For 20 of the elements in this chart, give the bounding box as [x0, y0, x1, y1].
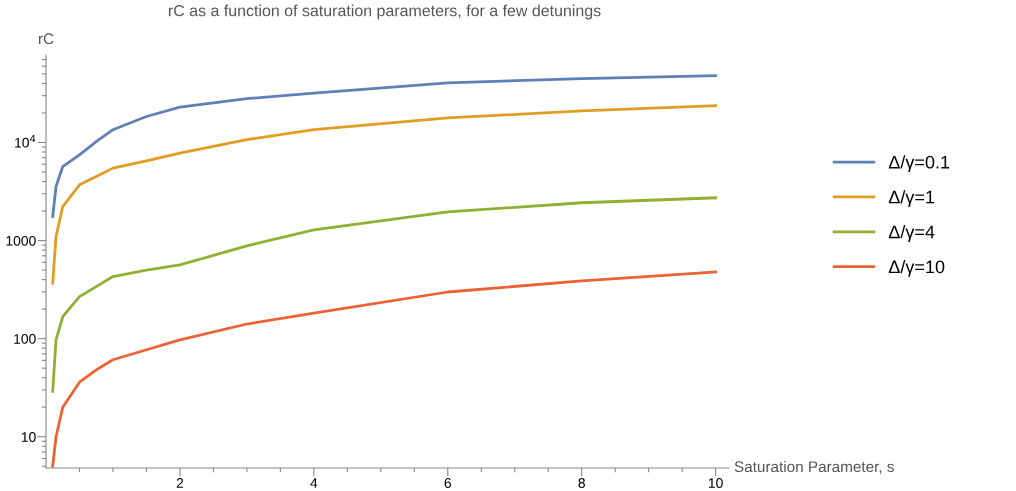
y-axis-title: rC [38, 33, 54, 45]
x-axis-title: Saturation Parameter, s [734, 460, 894, 474]
legend-label: Δ/γ=0.1 [888, 155, 950, 173]
y-tick-label: 100 [14, 333, 36, 344]
x-tick-label: 8 [578, 478, 585, 488]
x-tick-label: 10 [708, 478, 723, 488]
y-tick-label: 10$^{4}$ [15, 135, 36, 148]
line-series [51, 74, 717, 218]
x-tick-label: 4 [310, 478, 318, 488]
x-tick-label: 6 [444, 478, 452, 488]
legend-label: Δ/γ=4 [888, 225, 935, 242]
x-tick-label: 2 [176, 478, 184, 488]
line-series [51, 196, 717, 393]
line-series [51, 270, 717, 468]
legend-label: Δ/γ=10 [888, 259, 945, 277]
legend-label: Δ/γ=1 [888, 190, 935, 207]
chart-title: rC as a function of saturation parameters, for a few detunings [168, 4, 601, 20]
y-tick-label: 1000 [6, 235, 36, 246]
line-series [51, 104, 717, 285]
y-tick-label: 10 [21, 432, 36, 442]
